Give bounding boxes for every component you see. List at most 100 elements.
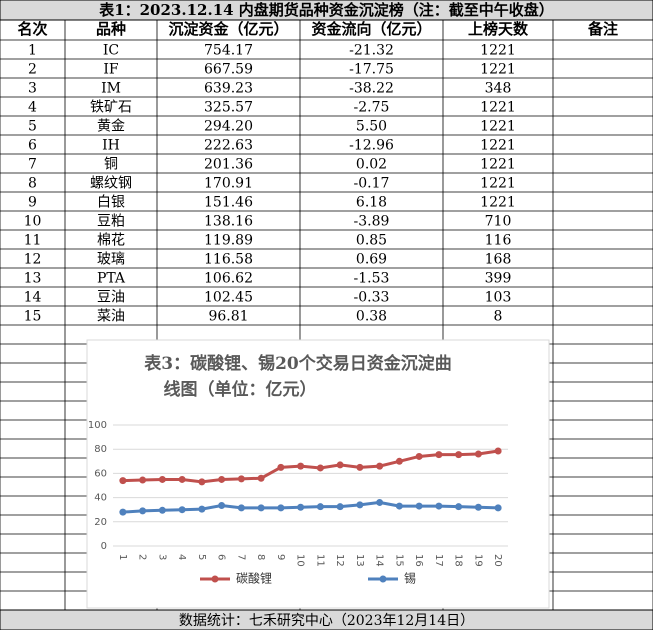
y-tick-label: 40 [94, 493, 107, 504]
cell: IF [103, 62, 119, 78]
x-tick-label: 11 [314, 554, 325, 567]
x-tick-label: 14 [374, 554, 385, 567]
cell: -2.75 [354, 100, 390, 116]
point [297, 503, 305, 511]
header-cell: 上榜天数 [468, 20, 529, 38]
cell: 9 [28, 195, 37, 211]
cell: 119.89 [204, 233, 253, 249]
header-cell: 备注 [587, 20, 618, 38]
cell: 1221 [480, 62, 516, 78]
cell: 0.85 [356, 233, 387, 249]
cell: 1221 [480, 195, 516, 211]
point [218, 501, 226, 509]
x-tick-label: 5 [196, 554, 207, 560]
cell: -21.32 [349, 43, 394, 59]
point [277, 504, 285, 512]
x-tick-label: 15 [393, 554, 404, 567]
cell: 667.59 [204, 62, 253, 78]
x-tick-label: 4 [176, 554, 187, 560]
point [257, 474, 265, 482]
y-tick-label: 60 [94, 468, 107, 479]
table-title: 表1：2023.12.14 内盘期货品种资金沉淀榜（注：截至中午收盘） [99, 1, 554, 19]
cell: 106.62 [204, 271, 253, 287]
cell: 13 [24, 271, 42, 287]
legend-marker [211, 575, 219, 583]
point [237, 504, 245, 512]
cell: 8 [494, 309, 503, 325]
cell: 0.38 [356, 309, 387, 325]
point [316, 464, 324, 472]
chart-title: 表3：碳酸锂、锡20个交易日资金沉淀曲线图（单位：亿元） [144, 353, 452, 400]
header-cell: 品种 [96, 20, 126, 38]
cell: 102.45 [204, 290, 253, 306]
point [455, 451, 463, 459]
x-tick-label: 2 [137, 554, 148, 560]
x-tick-label: 6 [216, 554, 227, 560]
y-tick-label: 80 [94, 444, 107, 455]
x-tick-label: 10 [295, 554, 306, 567]
cell: 754.17 [204, 43, 253, 59]
cell: 14 [24, 290, 42, 306]
point [435, 502, 443, 510]
x-tick-label: 19 [472, 554, 483, 567]
cell: 2 [28, 62, 37, 78]
cell: 铜 [104, 157, 118, 173]
cell: 5 [28, 119, 37, 135]
point [139, 476, 147, 484]
cell: 10 [24, 214, 42, 230]
cell: 170.91 [204, 176, 253, 192]
cell: 豆粕 [97, 214, 125, 230]
cell: -3.89 [354, 214, 390, 230]
point [237, 475, 245, 483]
point [415, 502, 423, 510]
cell: 116 [485, 233, 512, 249]
point [395, 502, 403, 510]
cell: 1221 [480, 157, 516, 173]
cell: 222.63 [204, 138, 253, 154]
x-tick-label: 9 [275, 554, 286, 560]
cell: 菜油 [97, 309, 125, 325]
header-cell: 沉淀资金（亿元） [168, 20, 288, 38]
point [494, 447, 502, 455]
cell: IM [101, 81, 121, 97]
cell: 6 [28, 138, 37, 154]
cell: 豆油 [97, 290, 125, 306]
y-tick-label: 0 [101, 541, 107, 552]
cell: 棉花 [97, 232, 125, 249]
point [257, 504, 265, 512]
cell: 7 [28, 157, 37, 173]
cell: 8 [28, 176, 37, 192]
cell: 116.58 [204, 252, 253, 268]
point [139, 507, 147, 515]
cell: 1221 [480, 43, 516, 59]
x-tick-label: 13 [354, 554, 365, 567]
cell: IH [102, 138, 120, 154]
point [336, 503, 344, 511]
point [158, 506, 166, 514]
cell: 11 [24, 233, 42, 249]
point [415, 452, 423, 460]
cell: IC [103, 43, 119, 59]
cell: 12 [24, 252, 42, 268]
cell: 1221 [480, 100, 516, 116]
legend-label: 碳酸锂 [236, 571, 272, 586]
cell: 151.46 [204, 195, 253, 211]
cell: 201.36 [204, 157, 253, 173]
cell: 1221 [480, 138, 516, 154]
cell: 639.23 [204, 81, 253, 97]
cell: -12.96 [349, 138, 394, 154]
point [474, 503, 482, 511]
cell: 96.81 [208, 309, 248, 325]
chart-area [86, 339, 550, 609]
point [277, 463, 285, 471]
cell: 1221 [480, 119, 516, 135]
cell: 294.20 [204, 119, 253, 135]
cell: 103 [485, 290, 512, 306]
cell: 348 [485, 81, 512, 97]
point [178, 475, 186, 483]
point [316, 503, 324, 511]
cell: PTA [97, 271, 126, 287]
cell: 铁矿石 [90, 100, 132, 116]
cell: 白银 [97, 195, 125, 211]
cell: -1.53 [354, 271, 390, 287]
